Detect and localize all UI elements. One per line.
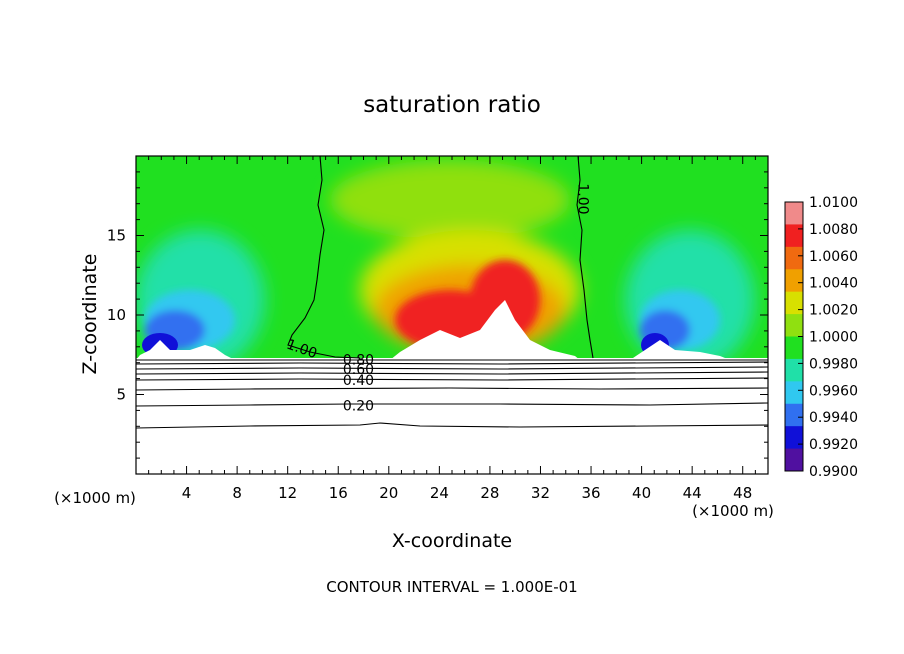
colorbar-swatch [785, 269, 803, 293]
contour-label: 0.20 [343, 398, 374, 414]
colorbar: 1.0100 1.0080 1.0060 1.0040 1.0020 1.0000 0.99… [784, 195, 858, 480]
colorbar-swatch [785, 314, 803, 337]
contour-line-0.80 [136, 366, 768, 370]
y-axis-unit-label: (×1000 m) [692, 502, 774, 520]
x-tick-label: 36 [581, 484, 600, 502]
cloud-free-region [630, 340, 730, 360]
cloud-free-region [136, 340, 235, 360]
x-tick-label: 20 [379, 484, 398, 502]
chart-title: saturation ratio [363, 92, 541, 118]
contour-label: 0.40 [343, 373, 374, 389]
colorbar-label: 1.0000 [809, 330, 858, 346]
contour-line-0.20 [136, 402, 768, 407]
y-tick-label: 15 [107, 227, 126, 245]
colorbar-label: 0.9980 [809, 356, 858, 372]
colorbar-label: 1.0060 [809, 249, 858, 265]
colorbar-label: 1.0100 [809, 195, 858, 211]
x-tick-label: 16 [329, 484, 348, 502]
y-axis: 5 10 15 [107, 171, 768, 459]
saturation-field [136, 156, 768, 474]
x-tick-label: 48 [733, 484, 752, 502]
contour-line-0.60 [136, 377, 768, 381]
colorbar-swatch [785, 291, 803, 315]
colorbar-label: 0.9920 [809, 437, 858, 453]
field-blob-upper-green [330, 160, 570, 240]
colorbar-swatch [785, 246, 803, 270]
x-tick-label: 28 [480, 484, 499, 502]
contour-line-0.10 [136, 422, 768, 429]
x-tick-label: 4 [182, 484, 192, 502]
colorbar-swatch [785, 358, 803, 382]
colorbar-swatch [785, 202, 803, 225]
y-axis-label: Z-coordinate [79, 254, 101, 375]
contours [136, 156, 768, 429]
y-tick-label: 10 [107, 306, 126, 324]
colorbar-swatch [785, 381, 803, 405]
x-tick-label: 8 [232, 484, 242, 502]
contour-line-0.70 [136, 371, 768, 375]
colorbar-label: 0.9940 [809, 410, 858, 426]
colorbar-swatch [785, 426, 803, 450]
x-tick-label: 12 [278, 484, 297, 502]
colorbar-swatch [785, 336, 803, 360]
x-tick-label: 44 [683, 484, 702, 502]
contour-line-1.00-left [287, 156, 361, 359]
y-tick-label: 5 [116, 386, 126, 404]
contour-label: 0.80 [343, 352, 374, 368]
colorbar-swatch [785, 448, 803, 472]
colorbar-label: 1.0040 [809, 276, 858, 292]
contour-label: 1.00 [574, 183, 590, 214]
cloud-free-region [390, 300, 580, 360]
x-axis-unit-label: (×1000 m) [54, 489, 136, 507]
contour-line-0.90 [136, 361, 768, 365]
x-axis-label: X-coordinate [392, 530, 512, 552]
contour-interval-note: CONTOUR INTERVAL = 1.000E-01 [326, 578, 577, 596]
colorbar-label: 0.9900 [809, 464, 858, 480]
x-tick-label: 24 [430, 484, 449, 502]
contour-labels: 1.001.000.800.600.400.20 [284, 183, 590, 414]
colorbar-label: 0.9960 [809, 383, 858, 399]
contour-label: 0.60 [343, 362, 374, 378]
x-tick-label: 32 [531, 484, 550, 502]
colorbar-label: 1.0080 [809, 222, 858, 238]
x-tick-label: 40 [632, 484, 651, 502]
contour-line-1.00-right [576, 156, 594, 359]
colorbar-label: 1.0020 [809, 303, 858, 319]
contour-line-0.40 [136, 387, 768, 391]
subsaturated-region [136, 358, 768, 474]
x-axis: 4 8 12 16 20 24 28 32 36 40 44 48 [148, 156, 756, 502]
colorbar-swatch [785, 403, 803, 427]
colorbar-swatch [785, 224, 803, 248]
